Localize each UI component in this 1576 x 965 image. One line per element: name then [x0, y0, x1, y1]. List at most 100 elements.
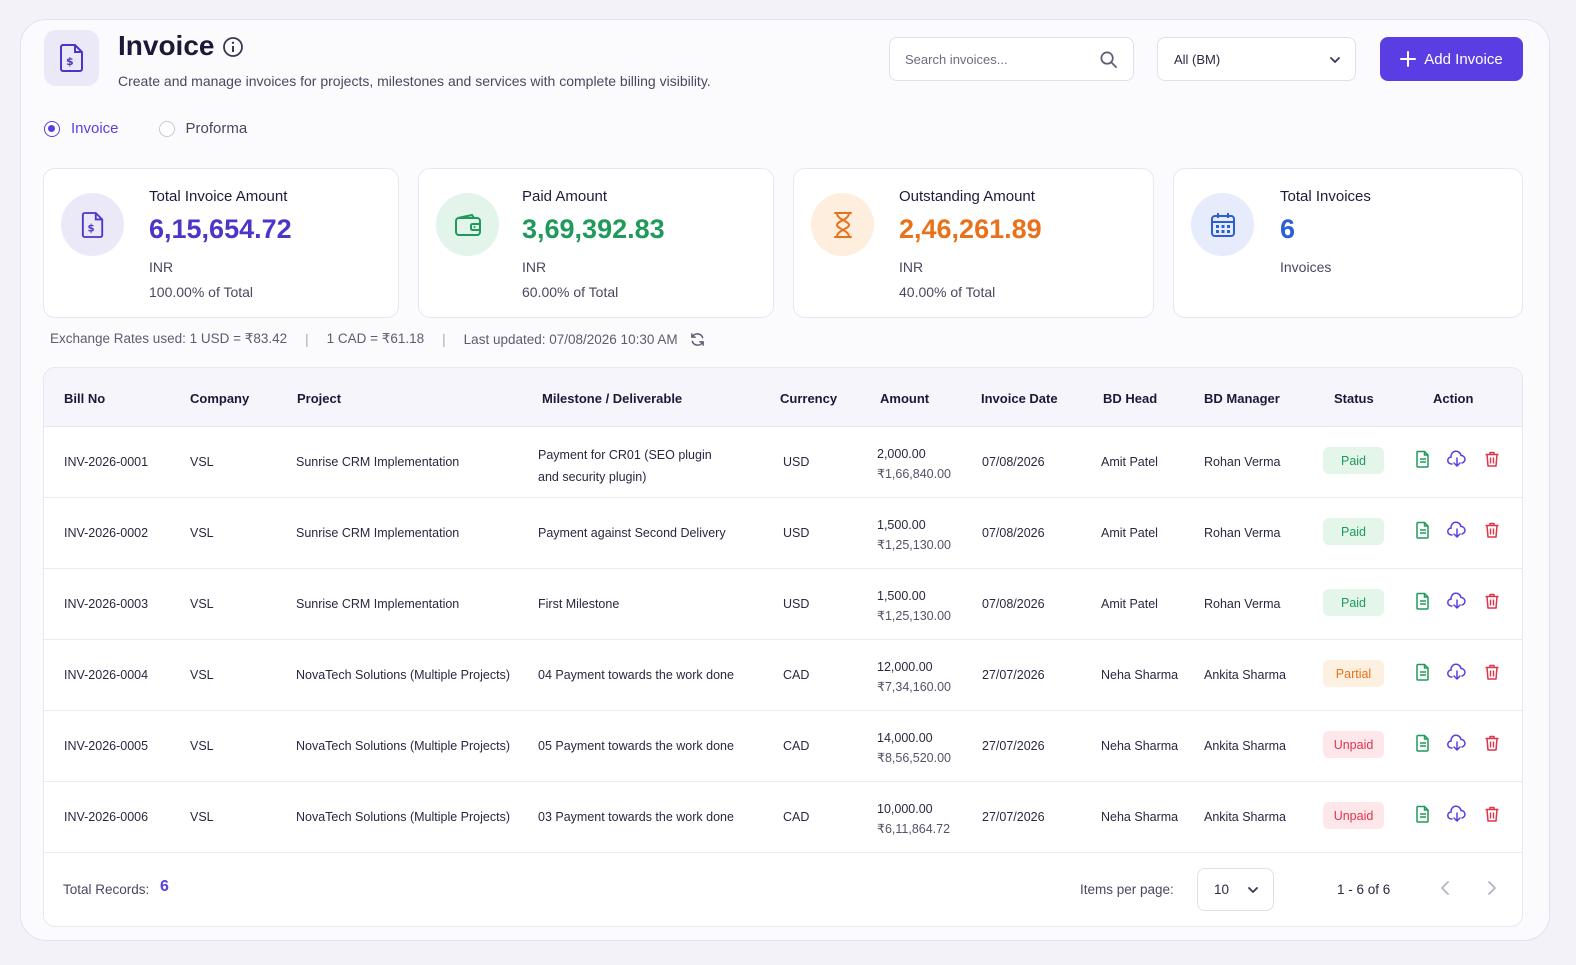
column-header[interactable]: Bill No [64, 391, 106, 406]
invoice-type-radios: Invoice Proforma [44, 120, 247, 137]
rates-last-updated: Last updated: 07/08/2026 10:30 AM [463, 331, 678, 347]
amount-cell: 12,000.00 ₹7,34,160.00 [877, 657, 951, 697]
project-cell: NovaTech Solutions (Multiple Projects) [296, 810, 510, 824]
project-cell: Sunrise CRM Implementation [296, 455, 460, 469]
calendar-icon [1191, 193, 1254, 256]
bill-no-cell: INV-2026-0006 [64, 810, 149, 824]
currency-cell: CAD [783, 739, 810, 753]
radio-dot[interactable] [158, 120, 175, 137]
search-box[interactable] [889, 37, 1134, 81]
stat-value: 6 [1280, 214, 1296, 244]
invoice-date-cell: 27/07/2026 [982, 668, 1045, 682]
bill-no-cell: INV-2026-0004 [64, 668, 149, 682]
stat-unit: INR [899, 259, 924, 275]
bm-filter-select[interactable]: All (BM) [1157, 37, 1356, 81]
column-header[interactable]: BD Manager [1204, 391, 1280, 406]
refresh-icon[interactable] [690, 332, 705, 347]
invoice-date-cell: 07/08/2026 [982, 526, 1045, 540]
download-icon[interactable] [1447, 521, 1466, 539]
view-document-icon[interactable] [1414, 450, 1432, 468]
download-icon[interactable] [1447, 805, 1466, 823]
project-cell: Sunrise CRM Implementation [296, 597, 460, 611]
stat-value: 3,69,392.83 [522, 214, 665, 244]
status-badge: Paid [1323, 518, 1384, 545]
page-subtitle: Create and manage invoices for projects,… [118, 73, 711, 89]
delete-icon[interactable] [1483, 592, 1501, 610]
table-row[interactable]: INV-2026-0003 VSL Sunrise CRM Implementati… [44, 569, 1522, 640]
info-icon[interactable] [222, 36, 244, 58]
amount-value: 1,500.00 [877, 518, 926, 532]
column-header[interactable]: Amount [880, 391, 930, 406]
download-icon[interactable] [1447, 663, 1466, 681]
delete-icon[interactable] [1483, 734, 1501, 752]
radio-invoice[interactable]: Invoice [44, 120, 119, 137]
table-row[interactable]: INV-2026-0004 VSL NovaTech Solutions (Mult… [44, 640, 1522, 711]
radio-proforma[interactable]: Proforma [158, 120, 247, 137]
company-cell: VSL [190, 739, 214, 753]
svg-text:$: $ [66, 55, 74, 68]
delete-icon[interactable] [1483, 663, 1501, 681]
company-cell: VSL [190, 455, 214, 469]
bd-head-cell: Amit Patel [1101, 455, 1158, 469]
status-badge: Paid [1323, 589, 1384, 616]
view-document-icon[interactable] [1414, 805, 1432, 823]
chevron-down-icon [1330, 57, 1340, 63]
view-document-icon[interactable] [1414, 734, 1432, 752]
view-document-icon[interactable] [1414, 592, 1432, 610]
bd-head-cell: Neha Sharma [1101, 810, 1179, 824]
column-header[interactable]: Company [190, 391, 250, 406]
column-header[interactable]: Status [1334, 391, 1374, 406]
bd-manager-cell: Rohan Verma [1204, 597, 1281, 611]
table-row[interactable]: INV-2026-0001 VSL Sunrise CRM Implementati… [44, 427, 1522, 498]
stat-card-outstanding-amount: Outstanding Amount 2,46,261.89 INR 40.00… [793, 168, 1154, 318]
items-per-page-select[interactable]: 10 [1197, 868, 1274, 911]
company-cell: VSL [190, 597, 214, 611]
delete-icon[interactable] [1483, 805, 1501, 823]
bd-manager-cell: Ankita Sharma [1204, 668, 1286, 682]
column-header[interactable]: Invoice Date [981, 391, 1058, 406]
company-cell: VSL [190, 526, 214, 540]
invoice-table: Bill No Company Project Milestone / Deli… [43, 367, 1523, 927]
search-input[interactable] [905, 38, 1095, 80]
amount-inr-value: ₹8,56,520.00 [877, 751, 951, 765]
download-icon[interactable] [1447, 592, 1466, 610]
status-badge: Partial [1323, 660, 1384, 687]
exchange-rates-bar: Exchange Rates used: 1 USD = ₹83.42 | 1 … [50, 331, 705, 347]
stat-value: 2,46,261.89 [899, 214, 1042, 244]
prev-page-icon[interactable] [1437, 879, 1455, 897]
amount-inr-value: ₹6,11,864.72 [877, 822, 951, 836]
table-footer: Total Records: 6 Items per page: 10 1 - … [44, 854, 1522, 926]
view-document-icon[interactable] [1414, 663, 1432, 681]
delete-icon[interactable] [1483, 521, 1501, 539]
next-page-icon[interactable] [1482, 879, 1500, 897]
project-cell: NovaTech Solutions (Multiple Projects) [296, 739, 510, 753]
bd-manager-cell: Rohan Verma [1204, 455, 1281, 469]
radio-dot[interactable] [44, 120, 60, 137]
radio-label: Invoice [71, 120, 119, 137]
stat-percent: 100.00% of Total [149, 284, 254, 300]
delete-icon[interactable] [1483, 450, 1501, 468]
column-header[interactable]: Project [297, 391, 342, 406]
column-header[interactable]: Milestone / Deliverable [542, 391, 683, 406]
column-header[interactable]: Currency [780, 391, 838, 406]
table-row[interactable]: INV-2026-0005 VSL NovaTech Solutions (Mult… [44, 711, 1522, 782]
table-row[interactable]: INV-2026-0006 VSL NovaTech Solutions (Mult… [44, 782, 1522, 853]
amount-value: 12,000.00 [877, 660, 933, 674]
svg-text:$: $ [87, 223, 94, 234]
pagination-range: 1 - 6 of 6 [1337, 882, 1391, 897]
view-document-icon[interactable] [1414, 521, 1432, 539]
status-badge: Unpaid [1323, 731, 1384, 758]
download-icon[interactable] [1447, 450, 1466, 468]
hourglass-icon [811, 193, 874, 256]
table-row[interactable]: INV-2026-0002 VSL Sunrise CRM Implementati… [44, 498, 1522, 569]
currency-cell: USD [783, 455, 810, 469]
download-icon[interactable] [1447, 734, 1466, 752]
status-badge: Unpaid [1323, 802, 1384, 829]
column-header[interactable]: BD Head [1103, 391, 1158, 406]
amount-value: 2,000.00 [877, 447, 926, 461]
amount-cell: 2,000.00 ₹1,66,840.00 [877, 444, 951, 484]
search-icon[interactable] [1099, 50, 1118, 69]
page-title: Invoice [118, 30, 215, 61]
add-invoice-button[interactable]: Add Invoice [1380, 37, 1523, 81]
items-per-page-label: Items per page: [1080, 882, 1174, 897]
